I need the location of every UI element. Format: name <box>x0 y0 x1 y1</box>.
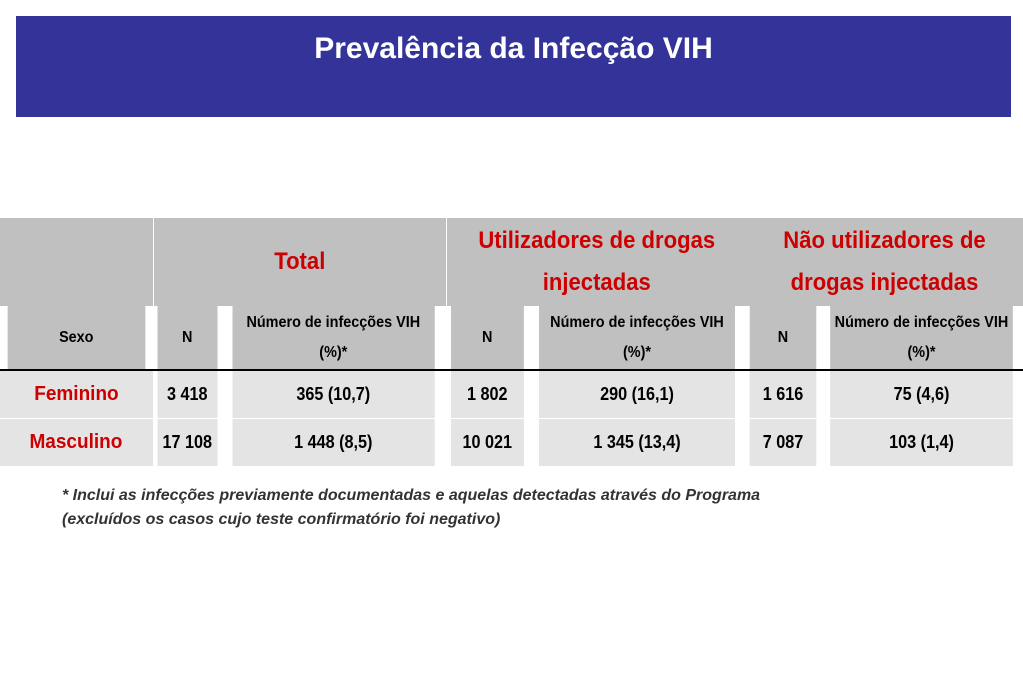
non-udi-n-cell: 7 087 <box>749 417 817 466</box>
total-n-header: N <box>155 306 218 371</box>
non-udi-n-cell: 1 616 <box>749 369 817 418</box>
footnote: * Inclui as infecções previamente docume… <box>62 484 962 532</box>
row-label: Feminino <box>34 382 119 405</box>
non-udi-infections-cell: 103 (1,4) <box>830 417 1013 466</box>
title-bar: Prevalência da Infecção VIH <box>16 16 1011 117</box>
non-udi-n-header: N <box>749 306 817 371</box>
group-label-non-udi: Não utilizadores de drogas injectadas <box>783 227 986 296</box>
total-n-cell: 17 108 <box>155 417 218 466</box>
group-header-total: Total <box>152 218 447 306</box>
udi-n-cell: 1 802 <box>449 369 524 418</box>
group-header-row: Total Utilizadores de drogas injectadas … <box>0 218 1023 306</box>
udi-infections-header: Número de infecções VIH (%)* <box>538 306 736 371</box>
group-label-udi: Utilizadores de drogas injectadas <box>477 227 715 296</box>
empty-corner-cell <box>0 218 153 306</box>
footnote-line-1: * Inclui as infecções previamente docume… <box>62 487 761 504</box>
row-label-cell: Feminino <box>0 369 153 418</box>
total-infections-cell: 365 (10,7) <box>232 369 435 418</box>
non-udi-infections-header: Número de infecções VIH (%)* <box>830 306 1013 371</box>
footnote-line-2: (excluídos os casos cujo teste confirmat… <box>62 511 501 528</box>
udi-infections-cell: 290 (16,1) <box>538 369 736 418</box>
row-label-cell: Masculino <box>0 417 153 466</box>
group-header-non-udi: Não utilizadores de drogas injectadas <box>746 218 1023 306</box>
total-infections-header: Número de infecções VIH (%)* <box>232 306 435 371</box>
total-infections-cell: 1 448 (8,5) <box>232 417 435 466</box>
non-udi-infections-cell: 75 (4,6) <box>830 369 1013 418</box>
total-n-cell: 3 418 <box>155 369 218 418</box>
sex-column-header: Sexo <box>7 306 146 371</box>
udi-n-header: N <box>449 306 524 371</box>
table-row: Feminino 3 418 365 (10,7) 1 802 290 (16,… <box>0 369 1023 418</box>
hiv-prevalence-table: Total Utilizadores de drogas injectadas … <box>0 218 1023 466</box>
sub-header-row: Sexo N Número de infecções VIH (%)* N Nú… <box>0 306 1023 371</box>
group-label-total: Total <box>273 248 326 275</box>
udi-infections-cell: 1 345 (13,4) <box>538 417 736 466</box>
table-row: Masculino 17 108 1 448 (8,5) 10 021 1 34… <box>0 417 1023 466</box>
row-label: Masculino <box>29 430 123 453</box>
udi-n-cell: 10 021 <box>449 417 524 466</box>
group-header-udi: Utilizadores de drogas injectadas <box>445 218 747 306</box>
slide-title: Prevalência da Infecção VIH <box>314 31 713 65</box>
